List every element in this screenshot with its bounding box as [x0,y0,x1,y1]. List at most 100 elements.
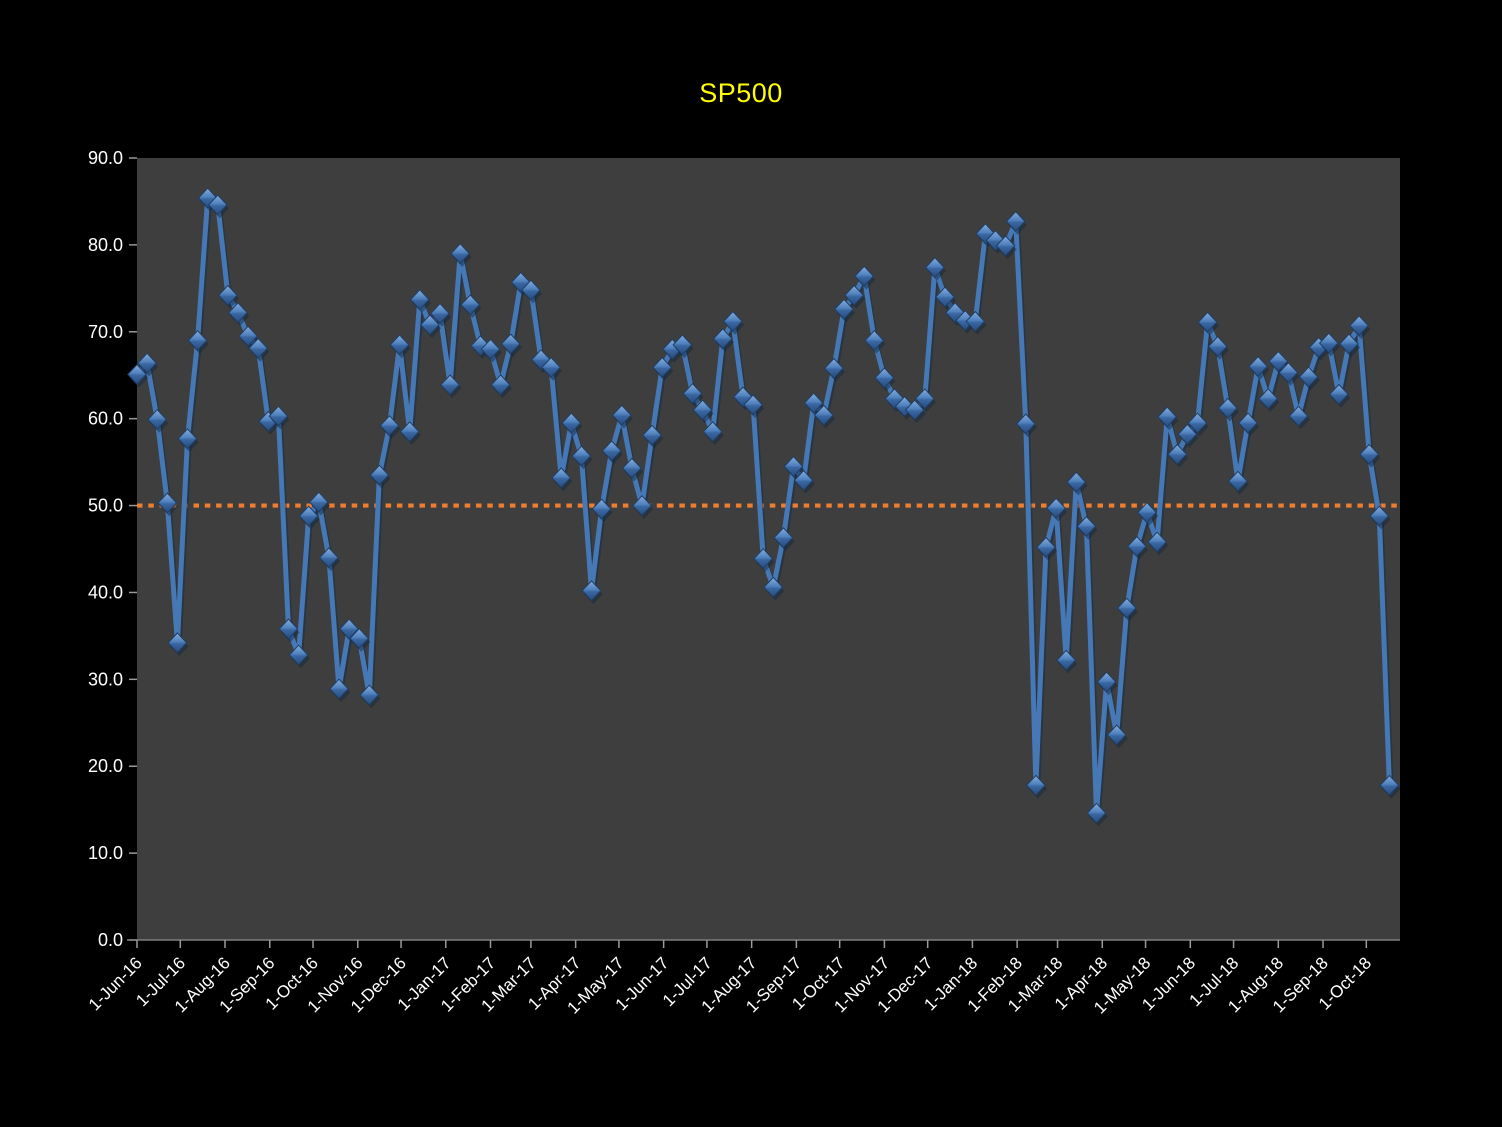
data-point-marker [642,424,662,446]
data-point-marker [1076,515,1097,537]
data-point-marker [723,310,743,332]
chart-title: SP500 [699,78,783,108]
y-axis-label: 50.0 [88,496,123,516]
data-point-marker [1329,383,1349,405]
data-point-marker [1036,536,1056,558]
data-point-marker [1197,311,1218,333]
data-point-marker [187,329,208,352]
data-point-marker [743,394,763,416]
data-point-marker [692,399,713,421]
data-point-marker [1298,366,1319,388]
data-point-marker [339,618,359,640]
data-point-marker [925,256,945,279]
data-point-marker [157,492,178,514]
data-point-marker [420,314,440,336]
data-point-marker [1106,724,1127,746]
data-point-marker [177,428,198,450]
data-point-marker [622,457,642,479]
data-point-marker [1268,350,1289,372]
data-point-marker [389,334,410,356]
data-point-marker [278,618,299,640]
data-point-marker [894,395,915,418]
data-point-marker [945,302,965,324]
data-point-marker [490,374,511,396]
data-point-marker [238,325,258,347]
data-point-marker [753,548,774,570]
data-point-marker [137,352,157,374]
data-point-marker [803,392,824,414]
data-point-marker [1339,333,1359,355]
data-point-marker [854,265,875,287]
y-axis-label: 20.0 [88,756,123,776]
data-point-marker [430,302,450,325]
data-point-marker [1066,471,1087,493]
data-point-marker [369,464,390,486]
data-point-marker [1379,774,1400,796]
data-point-marker [783,455,804,478]
data-point-marker [611,404,632,426]
data-point-marker [450,243,471,265]
data-point-marker [1228,470,1248,492]
y-axis-label: 70.0 [88,322,123,342]
data-point-marker [248,337,269,359]
data-point-marker [965,310,986,332]
data-point-marker [218,284,238,306]
data-point-marker [844,284,864,306]
data-point-marker [1116,597,1137,619]
data-point-marker [672,334,693,356]
data-point-marker [510,271,531,293]
data-point-marker [1005,210,1026,232]
y-axis-label: 0.0 [98,930,123,950]
data-point-marker [1187,412,1208,434]
data-point-marker [652,356,673,378]
data-point-marker [561,412,582,434]
data-point-marker [228,302,248,324]
data-point-marker [793,469,814,491]
data-point-marker [1015,413,1036,435]
data-point-marker [1217,397,1238,419]
data-point-marker [995,235,1016,257]
y-axis-label: 10.0 [88,843,123,863]
data-point-marker [521,279,541,301]
data-point-marker [359,684,380,706]
data-point-marker [1288,405,1309,427]
data-point-marker [207,194,228,216]
data-point-marker [1369,505,1390,527]
y-axis-label: 40.0 [88,582,123,602]
data-point-marker [1258,388,1279,410]
data-point-marker [349,627,370,650]
data-point-marker [127,363,147,385]
data-point-marker [935,286,955,308]
data-point-marker [1096,671,1117,693]
data-point-marker [409,289,430,311]
data-point-marker [147,408,168,431]
data-point-marker [440,374,460,396]
data-point-marker [712,328,733,350]
data-point-marker [1238,412,1258,434]
x-axis-label: 1-Jun-16 [85,953,146,1014]
data-point-marker [1046,497,1066,519]
y-axis-label: 90.0 [88,148,123,168]
data-point-marker [571,445,592,467]
data-point-marker [1207,335,1228,358]
data-point-marker [288,644,309,666]
data-point-marker [1127,535,1147,557]
data-point-marker [813,404,834,426]
data-point-marker [379,415,400,437]
data-point-marker [460,294,481,316]
data-point-marker [1349,315,1369,337]
y-axis-label: 60.0 [88,409,123,429]
data-point-marker [1157,406,1178,428]
data-point-marker [824,357,844,379]
data-point-marker [682,382,703,405]
data-point-marker [1167,443,1188,465]
data-point-marker [167,632,188,654]
data-point-marker [1056,649,1077,671]
data-point-marker [591,498,612,520]
data-point-marker [1177,423,1198,445]
data-point-marker [632,495,652,517]
data-point-marker [1137,501,1157,524]
y-axis-label: 30.0 [88,669,123,689]
data-point-marker [581,580,602,602]
